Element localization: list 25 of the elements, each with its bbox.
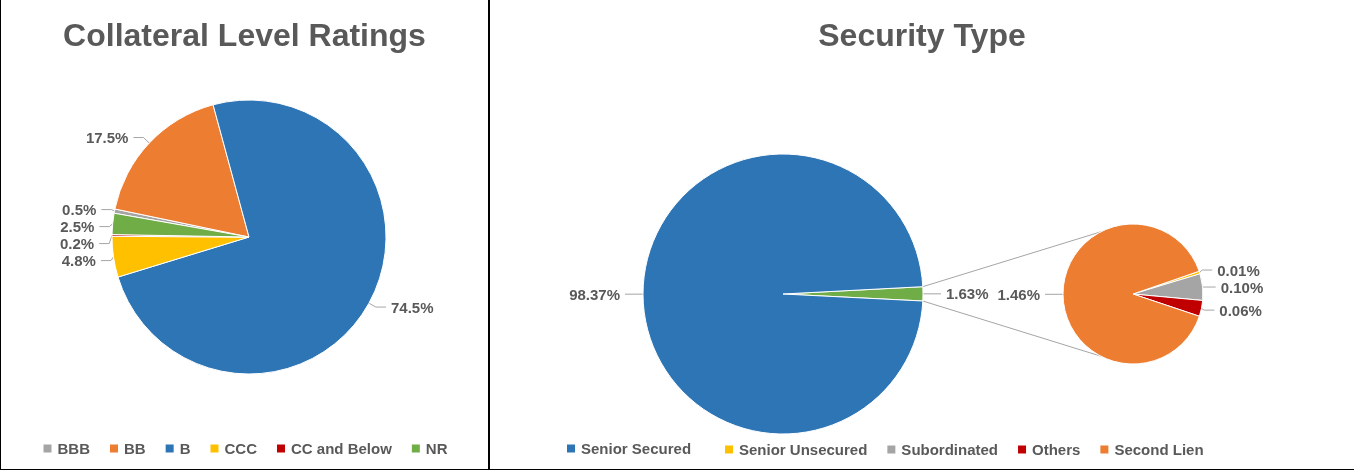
legend-label: BBB <box>57 440 91 457</box>
legend-label: Subordinated <box>901 441 999 458</box>
data-label: 0.2% <box>59 235 95 253</box>
data-label: 0.06% <box>1219 301 1262 319</box>
data-label: 98.37% <box>569 285 620 303</box>
data-label: 2.5% <box>60 218 95 236</box>
legend-label: Second Lien <box>1114 441 1204 458</box>
legend-label: Others <box>1032 441 1081 458</box>
data-label: 4.8% <box>61 252 96 270</box>
legend-label: Senior Unsecured <box>739 441 868 458</box>
data-label: 1.46% <box>997 285 1040 303</box>
legend-label: B <box>179 440 191 457</box>
chart-title: Collateral Level Ratings <box>63 17 426 53</box>
legend-label: CCC <box>224 440 258 457</box>
legend-label: BB <box>124 440 146 457</box>
data-label: 0.10% <box>1220 278 1264 296</box>
chart-title: Security Type <box>818 17 1026 53</box>
data-label: 1.63% <box>946 285 989 303</box>
data-label: 17.5% <box>85 129 129 147</box>
data-label: 0.5% <box>62 201 97 219</box>
legend-label: Senior Secured <box>581 440 692 457</box>
data-label: 74.5% <box>390 298 434 316</box>
legend-label: CC and Below <box>290 440 393 457</box>
legend-label: NR <box>425 440 448 457</box>
data-label: 0.01% <box>1217 261 1260 279</box>
